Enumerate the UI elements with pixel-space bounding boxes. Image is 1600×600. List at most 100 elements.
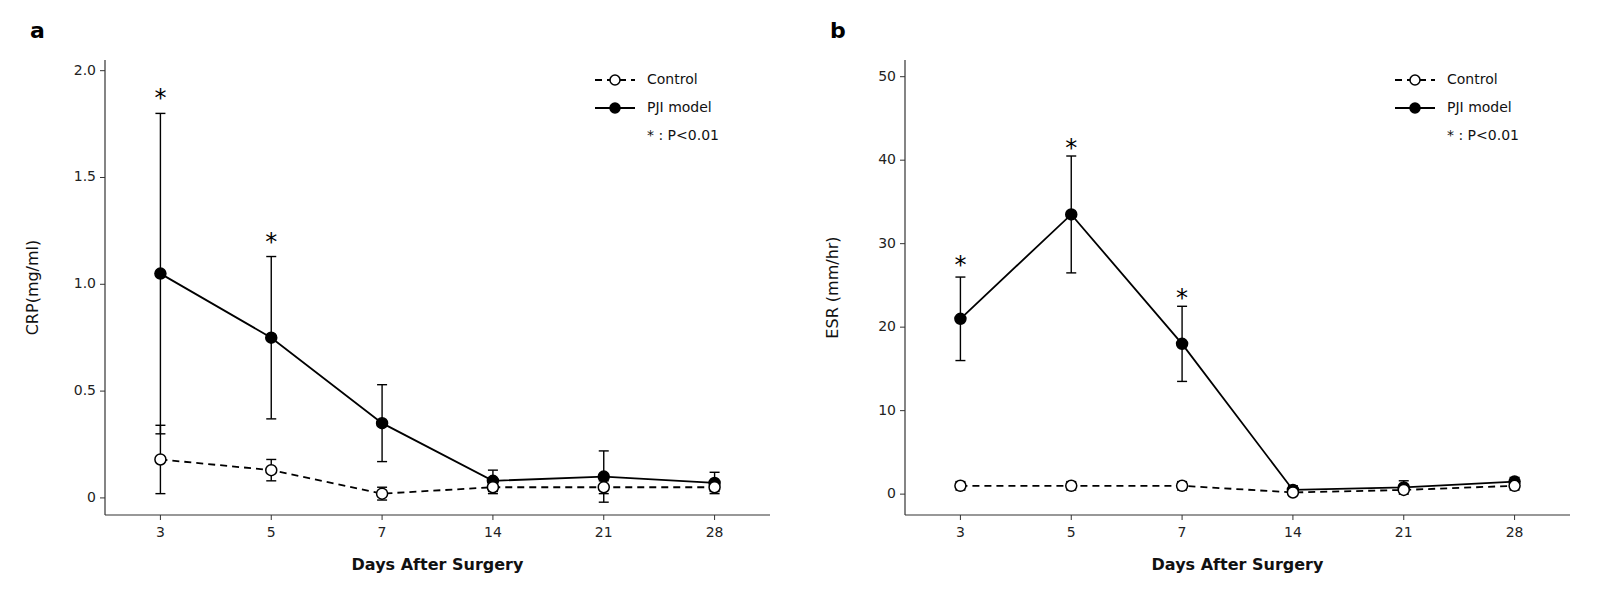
- point: [955, 313, 966, 324]
- series: [955, 480, 1520, 498]
- point: [1066, 209, 1077, 220]
- x-tick-label: 21: [595, 524, 613, 540]
- x-tick-label: 5: [267, 524, 276, 540]
- error-bar: [599, 451, 609, 502]
- error-cap: [155, 425, 165, 426]
- x-tick-label: 14: [484, 524, 502, 540]
- marks: [155, 113, 720, 502]
- y-tick: [900, 410, 905, 411]
- x-tick-label: 21: [1395, 524, 1413, 540]
- x-axis-label: Days After Surgery: [1152, 555, 1324, 574]
- legend: Control PJI model * : P<0.01: [595, 71, 719, 143]
- legend-label: PJI model: [647, 99, 712, 115]
- legend-label: Control: [647, 71, 698, 87]
- point: [377, 418, 388, 429]
- error-cap: [266, 480, 276, 481]
- error-cap: [955, 360, 965, 361]
- y-axis-label: ESR (mm/hr): [823, 236, 842, 338]
- series: [955, 156, 1520, 495]
- y-tick: [100, 497, 105, 498]
- x-tick: [960, 515, 961, 520]
- legend-swatch-marker: [610, 75, 620, 85]
- y-axis-label: CRP(mg/ml): [23, 240, 42, 336]
- x-axis-label: Days After Surgery: [352, 555, 524, 574]
- error-bar: [1066, 156, 1076, 273]
- x-tick-label: 7: [1178, 524, 1187, 540]
- panel-label: a: [30, 18, 45, 43]
- y-tick: [100, 284, 105, 285]
- legend-note: * : P<0.01: [1447, 127, 1519, 143]
- error-bar: [377, 385, 387, 462]
- x-tick-label: 5: [1067, 524, 1076, 540]
- error-cap: [710, 472, 720, 473]
- error-cap: [377, 461, 387, 462]
- y-tick-label: 0: [887, 485, 896, 501]
- legend-label: PJI model: [1447, 99, 1512, 115]
- x-axis-line: [905, 514, 1570, 515]
- marks: [955, 156, 1520, 498]
- page: {"chart_data": [ {"type": "line", "title…: [0, 0, 1600, 600]
- y-axis-line: [104, 60, 105, 515]
- legend-swatch-marker: [1410, 75, 1420, 85]
- y-tick-label: 1.5: [74, 168, 96, 184]
- series: [155, 113, 720, 502]
- point: [598, 482, 609, 493]
- error-bar: [266, 257, 276, 419]
- y-tick-label: 40: [878, 151, 896, 167]
- legend-swatch-marker: [610, 103, 620, 113]
- y-tick-label: 30: [878, 235, 896, 251]
- error-bar: [599, 481, 609, 494]
- point: [1287, 487, 1298, 498]
- error-cap: [266, 459, 276, 460]
- x-tick: [1514, 515, 1515, 520]
- y-tick: [900, 494, 905, 495]
- error-bar: [710, 472, 720, 493]
- significance-marker: *: [265, 228, 277, 256]
- x-tick-label: 3: [156, 524, 165, 540]
- x-tick: [160, 515, 161, 520]
- error-bar: [1177, 306, 1187, 381]
- y-tick: [900, 243, 905, 244]
- x-tick-label: 14: [1284, 524, 1302, 540]
- error-cap: [266, 256, 276, 257]
- x-tick-label: 28: [1506, 524, 1524, 540]
- series: [155, 425, 720, 500]
- point: [266, 332, 277, 343]
- chart-canvas: 00.51.01.52.0357142128Days After Surgery…: [0, 0, 1600, 600]
- significance-marker: *: [154, 84, 166, 112]
- legend-swatch-marker: [1410, 103, 1420, 113]
- y-tick-label: 50: [878, 68, 896, 84]
- error-bar: [955, 277, 965, 360]
- significance-marker: *: [1065, 134, 1077, 162]
- x-tick: [492, 515, 493, 520]
- error-bar: [488, 481, 498, 494]
- error-bar: [155, 113, 165, 433]
- series-line: [960, 214, 1514, 490]
- legend-note: * : P<0.01: [647, 127, 719, 143]
- point: [266, 465, 277, 476]
- panel-label: b: [830, 18, 846, 43]
- point: [955, 480, 966, 491]
- x-tick: [271, 515, 272, 520]
- series-line: [960, 486, 1514, 493]
- error-cap: [1177, 381, 1187, 382]
- point: [487, 482, 498, 493]
- y-tick-label: 0.5: [74, 382, 96, 398]
- y-tick-label: 1.0: [74, 275, 96, 291]
- y-tick-label: 0: [87, 489, 96, 505]
- legend: ControlPJI model* : P<0.01: [1395, 71, 1519, 143]
- series-line: [160, 274, 714, 483]
- y-tick: [100, 177, 105, 178]
- panel: 01020304050357142128Days After SurgeryES…: [823, 18, 1570, 574]
- point: [155, 268, 166, 279]
- y-tick: [100, 70, 105, 71]
- series-line: [160, 459, 714, 493]
- point: [377, 488, 388, 499]
- point: [598, 471, 609, 482]
- point: [155, 454, 166, 465]
- x-tick: [1403, 515, 1404, 520]
- error-cap: [599, 450, 609, 451]
- significance-marker: *: [1176, 284, 1188, 312]
- error-bar: [266, 459, 276, 480]
- x-tick: [603, 515, 604, 520]
